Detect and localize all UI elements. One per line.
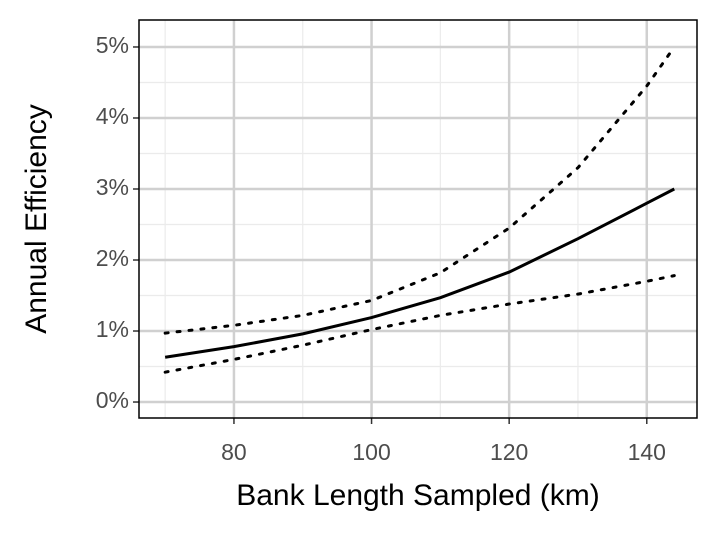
y-tick-label: 0% <box>96 387 129 413</box>
y-tick-label: 1% <box>96 316 129 342</box>
x-tick-label: 80 <box>221 439 247 465</box>
y-axis-title: Annual Efficiency <box>20 104 53 334</box>
x-axis-title: Bank Length Sampled (km) <box>236 479 600 512</box>
x-tick-label: 100 <box>352 439 390 465</box>
x-tick-label: 120 <box>490 439 528 465</box>
x-tick-label: 140 <box>628 439 666 465</box>
line <box>163 45 676 335</box>
panel-border <box>138 19 698 419</box>
y-tick-label: 4% <box>96 103 129 129</box>
y-tick-label: 3% <box>96 174 129 200</box>
line <box>164 187 675 359</box>
line <box>163 274 676 374</box>
y-tick-label: 2% <box>96 245 129 271</box>
y-tick-label: 5% <box>96 32 129 58</box>
